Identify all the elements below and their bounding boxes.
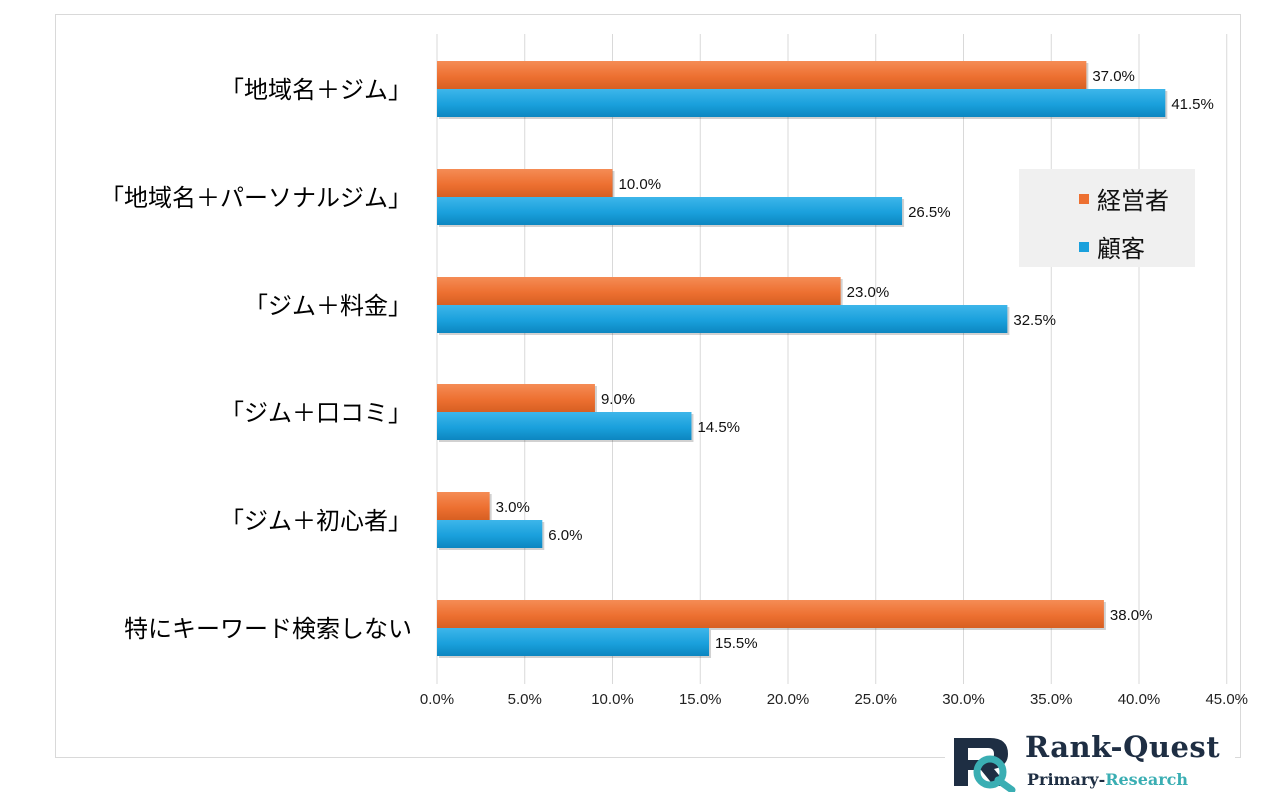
bar-manager <box>437 492 490 520</box>
logo-title: Rank-Quest <box>1025 730 1221 764</box>
bar-manager <box>437 61 1087 89</box>
rank-quest-logo: Rank-Quest Primary-Research <box>945 728 1235 794</box>
value-label: 10.0% <box>619 176 662 193</box>
x-tick-label: 10.0% <box>591 691 634 708</box>
bar-manager <box>437 169 613 197</box>
x-tick-label: 45.0% <box>1205 691 1248 708</box>
value-label: 15.5% <box>715 635 758 652</box>
bar-customer <box>437 305 1008 333</box>
value-label: 38.0% <box>1110 607 1153 624</box>
bar-manager <box>437 600 1104 628</box>
value-label: 41.5% <box>1171 96 1214 113</box>
legend-swatch-manager <box>1079 193 1089 204</box>
x-tick-label: 5.0% <box>508 691 542 708</box>
category-label: 「ジム＋口コミ」 <box>220 399 412 427</box>
x-tick-label: 30.0% <box>942 691 985 708</box>
x-tick-label: 0.0% <box>420 691 454 708</box>
labels: 0.0% 5.0% 10.0% 15.0% 20.0% 25.0% 30.0% 35.0% 40… <box>100 68 1248 708</box>
rq-logo-icon <box>954 738 1016 792</box>
bar-customer <box>437 197 903 225</box>
legend-label-customer: 顧客 <box>1097 235 1145 263</box>
category-label: 「地域名＋パーソナルジム」 <box>100 184 412 212</box>
bar-manager <box>437 277 841 305</box>
bar-manager <box>437 384 595 412</box>
value-label: 3.0% <box>496 499 530 516</box>
value-label: 9.0% <box>601 391 635 408</box>
value-label: 6.0% <box>548 527 582 544</box>
bar-customer <box>437 412 692 440</box>
category-label: 特にキーワード検索しない <box>124 615 412 643</box>
legend-swatch-customer <box>1079 241 1089 252</box>
value-label: 32.5% <box>1013 312 1056 329</box>
legend: 経営者 顧客 <box>1019 169 1195 267</box>
bars <box>437 61 1168 658</box>
x-tick-label: 15.0% <box>679 691 722 708</box>
legend-label-manager: 経営者 <box>1097 187 1169 215</box>
logo-subtitle-main: Primary- <box>1027 770 1106 789</box>
x-tick-label: 35.0% <box>1030 691 1073 708</box>
bar-customer <box>437 89 1166 117</box>
category-label: 「地域名＋ジム」 <box>220 76 412 104</box>
category-label: 「ジム＋料金」 <box>244 292 412 320</box>
value-label: 37.0% <box>1092 68 1135 85</box>
x-tick-label: 25.0% <box>854 691 897 708</box>
category-label: 「ジム＋初心者」 <box>220 507 412 535</box>
value-label: 14.5% <box>697 419 740 436</box>
x-tick-label: 40.0% <box>1118 691 1161 708</box>
logo-subtitle-accent: Research <box>1105 770 1189 789</box>
x-tick-label: 20.0% <box>767 691 810 708</box>
gridlines <box>436 34 1228 684</box>
legend-item-manager: 経営者 <box>1079 181 1169 216</box>
logo-subtitle: Primary-Research <box>1027 770 1188 789</box>
value-label: 23.0% <box>847 284 890 301</box>
legend-item-customer: 顧客 <box>1079 229 1145 264</box>
bar-customer <box>437 520 543 548</box>
value-label: 26.5% <box>908 204 951 221</box>
bar-customer <box>437 628 710 656</box>
